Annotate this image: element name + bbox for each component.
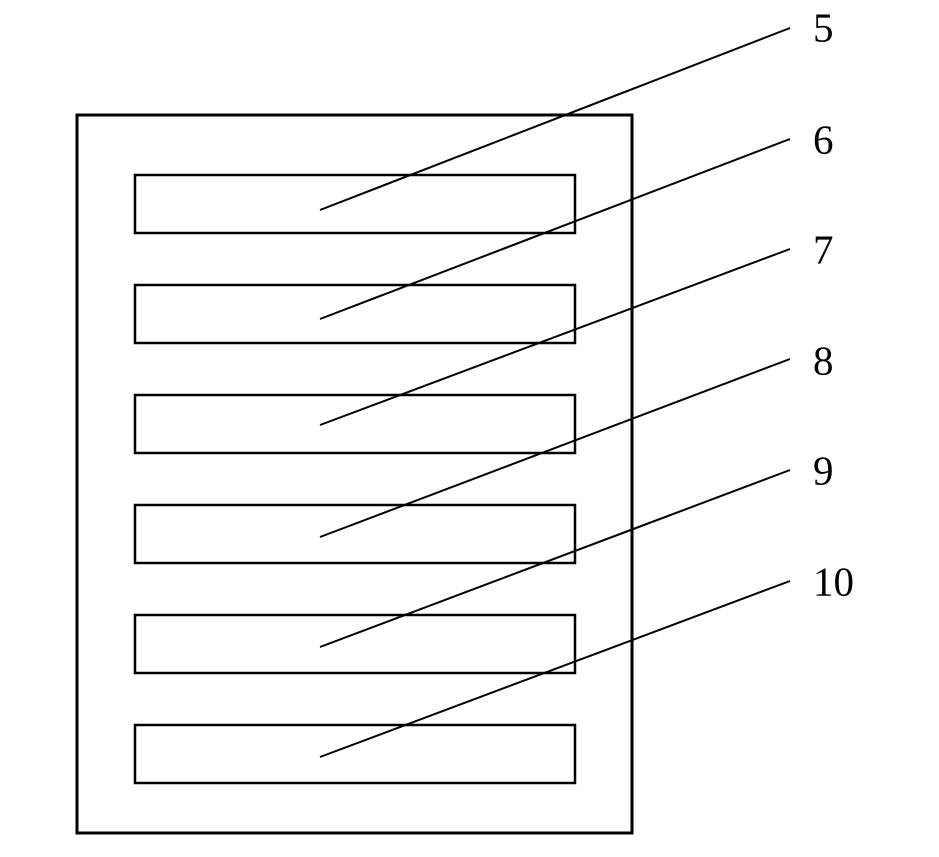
label-7: 7 (813, 226, 834, 272)
bar-2 (135, 285, 575, 343)
label-6: 6 (813, 116, 834, 162)
label-10: 10 (813, 558, 854, 604)
label-8: 8 (813, 337, 834, 383)
leader-line-1 (320, 28, 790, 210)
leader-line-5 (320, 470, 790, 647)
bar-3 (135, 395, 575, 453)
bar-6 (135, 725, 575, 783)
leader-line-4 (320, 359, 790, 537)
bar-5 (135, 615, 575, 673)
leader-line-6 (320, 581, 790, 757)
diagram-canvas: 5 6 7 8 9 10 (0, 0, 939, 857)
label-5: 5 (813, 4, 834, 50)
bar-4 (135, 505, 575, 563)
leader-line-2 (320, 139, 790, 319)
leader-line-3 (320, 249, 790, 425)
bar-1 (135, 175, 575, 233)
label-9: 9 (813, 447, 834, 493)
